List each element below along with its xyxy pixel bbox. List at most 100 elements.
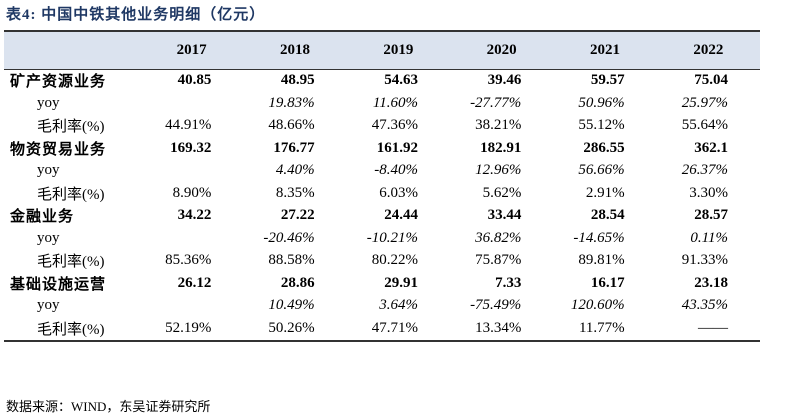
row-label: 矿产资源业务 <box>10 74 107 91</box>
table-row-yoy: yoy 19.83% 11.60% -27.77% 50.96% 25.97% <box>4 92 760 115</box>
table-cell: 25.97% <box>681 94 728 111</box>
table-cell: 176.77 <box>273 139 315 156</box>
table-cell: 8.35% <box>275 184 315 201</box>
table-cell: 3.30% <box>689 184 728 201</box>
table-row-margin: 毛利率(%) 8.90% 8.35% 6.03% 5.62% 2.91% 3.30% <box>4 182 760 205</box>
table-cell: 43.35% <box>681 297 728 314</box>
table-cell: 50.96% <box>578 94 625 111</box>
table-cell: 19.83% <box>268 94 315 111</box>
table-cell: -14.65% <box>573 229 625 246</box>
table-cell <box>140 227 243 250</box>
table-cell: 27.22 <box>280 207 315 224</box>
table-row-margin: 毛利率(%) 52.19% 50.26% 47.71% 13.34% 11.77% —— <box>4 317 760 341</box>
table-cell: 23.18 <box>694 274 728 291</box>
table-cell: 33.44 <box>487 207 522 224</box>
table-cell <box>140 92 243 115</box>
table-cell: 161.92 <box>376 139 418 156</box>
table-cell: 36.82% <box>475 229 522 246</box>
table-cell <box>140 295 243 318</box>
year-header: 2020 <box>486 41 517 58</box>
table-row-yoy: yoy 10.49% 3.64% -75.49% 120.60% 43.35% <box>4 295 760 318</box>
row-label: 毛利率(%) <box>37 254 105 271</box>
table-cell: 24.44 <box>384 207 418 224</box>
row-label: 金融业务 <box>10 209 75 226</box>
table-cell: -8.40% <box>374 162 418 179</box>
table-cell: 34.22 <box>177 207 212 224</box>
table-cell: 11.60% <box>372 94 418 111</box>
table-cell: 29.91 <box>384 274 418 291</box>
table-cell: 120.60% <box>570 297 625 314</box>
table-cell: 26.37% <box>681 162 728 179</box>
year-header: 2017 <box>176 41 207 58</box>
table-cell: -10.21% <box>366 229 418 246</box>
row-label: yoy <box>37 162 60 179</box>
table-cell: 286.55 <box>583 139 625 156</box>
table-row-main: 基础设施运营 26.12 28.86 29.91 7.33 16.17 23.18 <box>4 272 760 295</box>
table-cell: 169.32 <box>170 139 212 156</box>
table-cell: 7.33 <box>495 274 522 291</box>
table-cell: 4.40% <box>275 162 315 179</box>
row-label: 毛利率(%) <box>37 119 105 136</box>
table-cell: 13.34% <box>475 319 522 336</box>
table-cell: 75.04 <box>694 72 728 89</box>
source-note: 数据来源：WIND，东吴证券研究所 <box>6 399 211 414</box>
table-cell: 55.64% <box>681 117 728 134</box>
table-cell: 89.81% <box>578 252 625 269</box>
table-row-main: 金融业务 34.22 27.22 24.44 33.44 28.54 28.57 <box>4 205 760 228</box>
table-cell: —— <box>698 319 728 336</box>
row-label: 毛利率(%) <box>37 321 105 338</box>
table-cell: 75.87% <box>475 252 522 269</box>
table-cell: 362.1 <box>694 139 728 156</box>
table-cell: 91.33% <box>681 252 728 269</box>
table-cell: 47.71% <box>371 319 418 336</box>
table-cell: 48.66% <box>268 117 315 134</box>
table-cell: 5.62% <box>482 184 522 201</box>
row-label: 基础设施运营 <box>10 276 107 293</box>
business-detail-table: 2017 2018 2019 2020 2021 2022 矿产资源业务 40.85 48.9… <box>4 30 760 342</box>
table-row-yoy: yoy -20.46% -10.21% 36.82% -14.65% 0.11% <box>4 227 760 250</box>
table-cell: 16.17 <box>590 274 625 291</box>
year-header: 2022 <box>693 41 724 58</box>
table-cell: 39.46 <box>487 72 522 89</box>
table-cell: 38.21% <box>475 117 522 134</box>
table-row-main: 矿产资源业务 40.85 48.95 54.63 39.46 59.57 75.04 <box>4 69 760 92</box>
table-row-main: 物资贸易业务 169.32 176.77 161.92 182.91 286.55 362.… <box>4 137 760 160</box>
table-cell: 55.12% <box>578 117 625 134</box>
table-cell: -27.77% <box>470 94 522 111</box>
year-header: 2021 <box>589 41 620 58</box>
table-cell: 28.57 <box>694 207 728 224</box>
table-cell: 54.63 <box>384 72 418 89</box>
table-cell: 50.26% <box>268 319 315 336</box>
table-cell: 44.91% <box>165 117 212 134</box>
table-row-margin: 毛利率(%) 85.36% 88.58% 80.22% 75.87% 89.81% 91.3… <box>4 250 760 273</box>
table-cell: 85.36% <box>165 252 212 269</box>
row-label: 毛利率(%) <box>37 186 105 203</box>
table-cell <box>140 160 243 183</box>
table-cell: 80.22% <box>371 252 418 269</box>
year-header: 2019 <box>383 41 414 58</box>
table-title: 表4: 中国中铁其他业务明细（亿元） <box>6 7 266 23</box>
table-cell: 11.77% <box>578 319 625 336</box>
table-cell: 8.90% <box>172 184 212 201</box>
table-cell: 6.03% <box>379 184 418 201</box>
table-cell: 3.64% <box>379 297 418 314</box>
row-label: 物资贸易业务 <box>10 141 107 158</box>
year-header: 2018 <box>279 41 310 58</box>
table-cell: -75.49% <box>470 297 522 314</box>
table-header: 2017 2018 2019 2020 2021 2022 <box>4 31 760 69</box>
table-cell: 52.19% <box>165 319 212 336</box>
row-label: yoy <box>37 229 60 246</box>
table-row-yoy: yoy 4.40% -8.40% 12.96% 56.66% 26.37% <box>4 160 760 183</box>
table-cell: -20.46% <box>263 229 315 246</box>
table-cell: 47.36% <box>371 117 418 134</box>
table-cell: 26.12 <box>177 274 212 291</box>
table-cell: 56.66% <box>578 162 625 179</box>
table-cell: 88.58% <box>268 252 315 269</box>
table-cell: 12.96% <box>475 162 522 179</box>
table-cell: 10.49% <box>268 297 315 314</box>
table-cell: 28.54 <box>590 207 625 224</box>
row-label: yoy <box>37 94 60 111</box>
table-row-margin: 毛利率(%) 44.91% 48.66% 47.36% 38.21% 55.12% 55.6… <box>4 115 760 138</box>
table-cell: 182.91 <box>480 139 522 156</box>
table-cell: 2.91% <box>585 184 625 201</box>
